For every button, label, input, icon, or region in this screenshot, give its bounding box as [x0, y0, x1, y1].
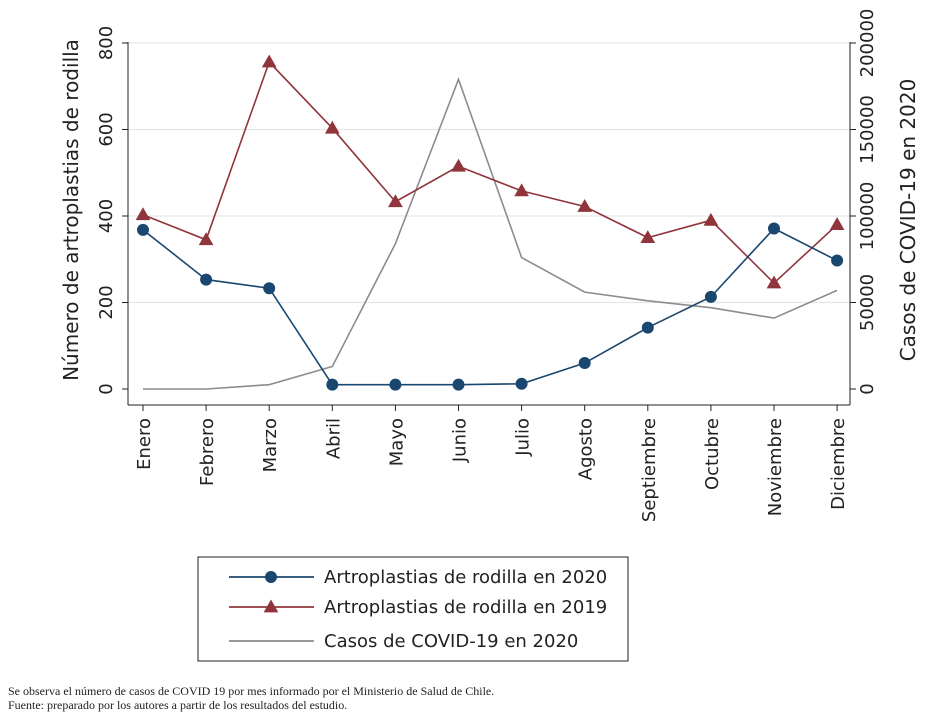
data-point — [261, 54, 277, 68]
x-tick-label: Mayo — [386, 418, 407, 466]
series-layer — [135, 54, 845, 391]
axes — [127, 42, 851, 406]
series-line — [142, 227, 838, 386]
legend-marker — [263, 599, 279, 613]
x-tick-label: Agosto — [576, 418, 597, 480]
data-point — [514, 183, 529, 197]
y-left-tick-label: 800 — [96, 26, 117, 60]
data-point — [263, 282, 276, 295]
data-point — [578, 357, 591, 370]
data-point — [704, 290, 717, 303]
data-point — [831, 254, 844, 267]
data-point — [640, 230, 656, 243]
y-left-tick-label: 400 — [96, 199, 117, 233]
data-point — [198, 232, 214, 246]
data-point — [137, 223, 149, 236]
x-tick-label: Octubre — [702, 418, 723, 490]
data-point — [641, 321, 654, 334]
legend: Artroplastias de rodilla en 2020 Artropla… — [197, 556, 629, 662]
data-point — [452, 378, 465, 391]
y-right-tick-label: 50000 — [857, 274, 878, 331]
y-left-tick-label: 600 — [96, 112, 117, 146]
data-point — [577, 198, 593, 212]
x-tick-label: Abril — [323, 418, 344, 459]
data-point — [388, 194, 403, 208]
series-line — [143, 77, 838, 390]
data-point — [326, 378, 339, 391]
y-axis-left-title: Número de artroplastias de rodilla — [59, 39, 83, 381]
data-point — [768, 222, 780, 235]
y-right-tick-label: 150000 — [857, 95, 878, 164]
legend-marker — [265, 571, 277, 583]
note-line-1: Se observa el número de casos de COVID 1… — [8, 684, 495, 698]
x-tick-label: Diciembre — [828, 418, 849, 510]
y-axis-right-title: Casos de COVID-19 en 2020 — [896, 79, 920, 362]
data-point — [703, 212, 719, 226]
y-left-tick-label: 200 — [96, 285, 117, 319]
x-tick-label: Febrero — [197, 418, 218, 486]
y-right-tick-label: 200000 — [857, 9, 878, 78]
data-point — [829, 217, 845, 231]
x-tick-label: Enero — [134, 418, 155, 470]
y-right-tick-label: 0 — [857, 383, 878, 394]
y-right-tick-label: 100000 — [857, 182, 878, 251]
data-point — [200, 273, 213, 286]
ticks: 0 200 400 600 800 0 50000 100000 150000 200000 Ene… — [96, 9, 878, 522]
data-point — [324, 120, 340, 134]
legend-label: Artroplastias de rodilla en 2020 — [324, 567, 607, 588]
chart-notes: Se observa el número de casos de COVID 1… — [8, 684, 494, 712]
data-point — [389, 378, 402, 391]
legend-label: Artroplastias de rodilla en 2019 — [324, 597, 607, 618]
x-tick-label: Noviembre — [765, 418, 786, 516]
series-line — [142, 60, 838, 285]
y-left-tick-label: 0 — [96, 383, 117, 394]
x-tick-label: Marzo — [260, 418, 281, 472]
data-point — [766, 275, 782, 289]
data-point — [515, 377, 528, 390]
x-tick-label: Junio — [450, 418, 471, 463]
grid — [128, 42, 850, 304]
data-point — [451, 158, 466, 172]
x-tick-label: Julio — [513, 418, 534, 457]
x-tick-label: Septiembre — [639, 418, 660, 522]
data-point — [135, 207, 151, 221]
legend-label: Casos de COVID-19 en 2020 — [324, 631, 578, 652]
note-line-2: Fuente: preparado por los autores a part… — [8, 698, 348, 712]
